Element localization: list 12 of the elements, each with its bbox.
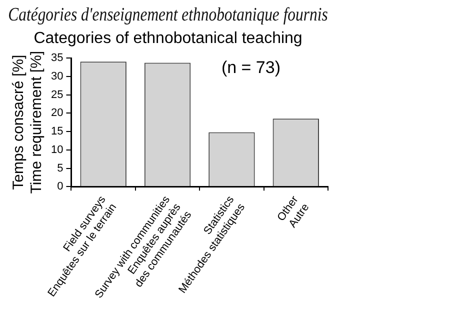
y-tick-label: 30 [50, 70, 64, 82]
chart-subtitle: Categories of ethnobotanical teaching [34, 30, 302, 47]
y-tick-label: 20 [50, 107, 64, 120]
y-axis-title: Temps consacré [%] Time requirement [%] [10, 50, 46, 194]
y-tick-label: 35 [50, 52, 64, 64]
y-tick-label: 15 [50, 126, 64, 138]
chart-title: Catégories d'enseignement ethnobotanique fournis [8, 2, 328, 25]
y-tick-label: 0 [57, 180, 64, 193]
annotation: (n = 73) [221, 58, 280, 78]
y-tick-label: 25 [50, 88, 64, 101]
y-tick-label: 10 [50, 144, 64, 156]
y-tick-label: 5 [57, 162, 64, 174]
